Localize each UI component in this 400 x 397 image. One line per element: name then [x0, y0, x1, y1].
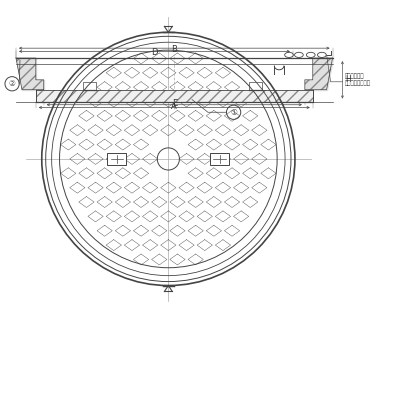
- Bar: [210, 152, 229, 165]
- Bar: [108, 152, 126, 165]
- Polygon shape: [16, 58, 44, 90]
- Text: H: H: [346, 75, 351, 84]
- Circle shape: [42, 32, 295, 285]
- Polygon shape: [16, 58, 44, 90]
- Text: （別途買格）: （別途買格）: [344, 73, 364, 79]
- Polygon shape: [305, 58, 332, 90]
- Text: ①: ①: [230, 108, 237, 117]
- Text: E: E: [172, 99, 177, 108]
- Text: B: B: [171, 45, 177, 54]
- Text: 鎖前示により取付: 鎖前示により取付: [344, 80, 370, 86]
- Text: D: D: [151, 48, 158, 57]
- Text: A: A: [172, 102, 177, 111]
- Bar: [36, 90, 313, 102]
- Polygon shape: [305, 58, 332, 90]
- Text: ②: ②: [9, 79, 16, 88]
